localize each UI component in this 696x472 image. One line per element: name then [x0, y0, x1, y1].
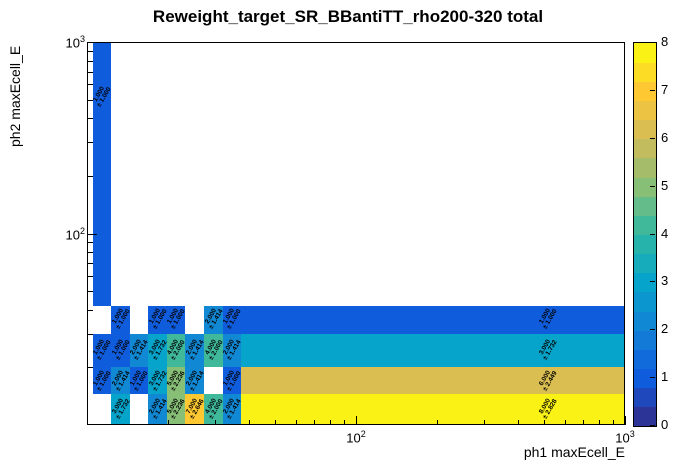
- heatmap-cell: [203, 305, 223, 334]
- colorbar-tick-label: 1: [661, 369, 669, 385]
- colorbar-step: [634, 196, 656, 216]
- heatmap-cell: [148, 367, 167, 395]
- colorbar-step: [634, 368, 656, 389]
- heatmap-cell: [111, 394, 130, 425]
- heatmap-cell: [185, 394, 204, 425]
- heatmap-cell: [241, 367, 625, 395]
- heatmap-cell: [111, 305, 130, 334]
- colorbar-step: [634, 406, 656, 427]
- heatmap-cell: [92, 42, 112, 306]
- heatmap-cell: [203, 394, 223, 425]
- heatmap-cell: [203, 333, 223, 368]
- colorbar-step: [634, 177, 656, 197]
- colorbar-step: [634, 291, 656, 312]
- x-axis-title: ph1 maxEcell_E: [523, 444, 625, 460]
- heatmap-cell: [166, 305, 186, 334]
- heatmap-cell: [222, 305, 242, 334]
- colorbar-step: [634, 234, 656, 255]
- heatmap-cell: [166, 394, 186, 425]
- colorbar-step: [634, 330, 656, 350]
- colorbar: [633, 42, 657, 427]
- heatmap-cell: [185, 333, 204, 368]
- colorbar-step: [634, 119, 656, 140]
- heatmap-cell: [241, 333, 625, 368]
- heatmap-cell: [166, 367, 186, 395]
- colorbar-tick-label: 5: [661, 177, 669, 193]
- heatmap-cell: [222, 367, 242, 395]
- colorbar-tick: [650, 185, 655, 187]
- heatmap-cell: [185, 367, 204, 395]
- heatmap-cell: [148, 394, 167, 425]
- colorbar-tick-label: 2: [661, 321, 669, 337]
- chart-title: Reweight_target_SR_BBantiTT_rho200-320 t…: [152, 7, 544, 26]
- colorbar-tick-label: 3: [661, 273, 669, 289]
- heatmap-cell: [241, 305, 625, 334]
- heatmap-cell: [166, 333, 186, 368]
- heatmap-cell: [129, 333, 149, 368]
- colorbar-tick: [650, 89, 655, 91]
- colorbar-tick: [650, 281, 655, 283]
- colorbar-step: [634, 100, 656, 121]
- heatmap-cell: [222, 333, 242, 368]
- colorbar-tick: [650, 233, 655, 235]
- heatmap-cell: [129, 367, 149, 395]
- colorbar-step: [634, 81, 656, 101]
- colorbar-tick: [650, 42, 655, 43]
- colorbar-step: [634, 62, 656, 82]
- heatmap-cell: [148, 305, 167, 334]
- colorbar-tick-label: 6: [661, 129, 669, 145]
- colorbar-tick: [650, 377, 655, 379]
- heatmap-cell: [148, 333, 167, 368]
- colorbar-step: [634, 138, 656, 159]
- colorbar-tick-label: 4: [661, 225, 669, 241]
- colorbar-tick-label: 0: [661, 417, 669, 432]
- heatmap-cell: [241, 394, 625, 425]
- heatmap-cell: [92, 367, 112, 395]
- heatmap-cell: [92, 333, 112, 368]
- colorbar-tick-label: 8: [661, 34, 669, 49]
- colorbar-step: [634, 272, 656, 293]
- heatmap-cell: [111, 333, 130, 368]
- colorbar-step: [634, 311, 656, 331]
- heatmap-cell: [111, 367, 130, 395]
- colorbar-step: [634, 387, 656, 408]
- colorbar-step: [634, 253, 656, 274]
- colorbar-tick: [650, 137, 655, 139]
- colorbar-step: [634, 43, 656, 63]
- heatmap-cell: [222, 394, 242, 425]
- colorbar-step: [634, 157, 656, 178]
- colorbar-tick: [650, 425, 655, 426]
- colorbar-tick: [650, 329, 655, 331]
- colorbar-step: [634, 215, 656, 235]
- colorbar-step: [634, 349, 656, 370]
- colorbar-tick-label: 7: [661, 81, 669, 97]
